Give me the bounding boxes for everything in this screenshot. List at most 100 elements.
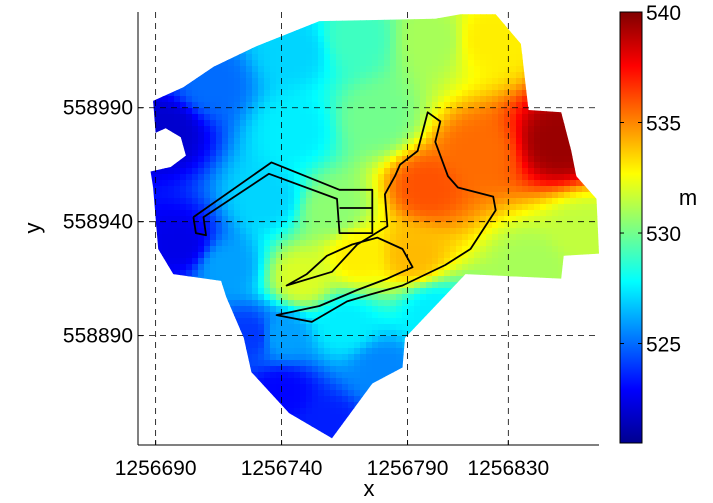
heat-cell [186, 192, 193, 199]
heat-cell [174, 270, 181, 277]
heat-cell [348, 228, 355, 235]
heat-cell [330, 342, 337, 349]
heat-cell [462, 96, 469, 103]
heat-cell [384, 78, 391, 85]
heat-cell [180, 96, 187, 103]
heat-cell [300, 180, 307, 187]
heat-cell [552, 234, 559, 241]
heat-cell [210, 180, 217, 187]
heat-cell [360, 138, 367, 145]
heat-cell [174, 90, 181, 97]
heat-cell [390, 324, 397, 331]
heat-cell [552, 174, 559, 181]
heat-cell [360, 336, 367, 343]
heat-cell [426, 288, 433, 295]
heat-cell [450, 168, 457, 175]
heat-cell [300, 366, 307, 373]
heat-cell [342, 198, 349, 205]
heat-cell [306, 330, 313, 337]
heat-cell [360, 30, 367, 37]
heat-cell [342, 192, 349, 199]
heat-cell [324, 288, 331, 295]
heat-cell [342, 378, 349, 385]
heat-cell [360, 168, 367, 175]
heat-cell [588, 222, 595, 229]
heat-cell [384, 264, 391, 271]
heat-cell [348, 120, 355, 127]
heat-cell [180, 162, 187, 169]
heat-cell [312, 318, 319, 325]
heat-cell [228, 108, 235, 115]
heat-cell [360, 330, 367, 337]
heat-cell [282, 294, 289, 301]
heat-cell [342, 318, 349, 325]
heat-cell [372, 162, 379, 169]
heat-cell [354, 102, 361, 109]
heat-cell [354, 384, 361, 391]
heat-cell [216, 162, 223, 169]
heat-cell [240, 168, 247, 175]
heat-cell [480, 270, 487, 277]
heat-cell [402, 162, 409, 169]
heat-cell [324, 102, 331, 109]
heat-cell [390, 294, 397, 301]
heat-cell [462, 240, 469, 247]
heat-cell [540, 246, 547, 253]
heat-cell [504, 144, 511, 151]
heat-cell [282, 114, 289, 121]
heat-cell [588, 204, 595, 211]
heat-cell [492, 186, 499, 193]
heat-cell [282, 306, 289, 313]
heat-cell [396, 72, 403, 79]
heat-cell [222, 180, 229, 187]
heat-cell [288, 294, 295, 301]
heat-cell [282, 330, 289, 337]
heat-cell [534, 198, 541, 205]
heat-cell [324, 318, 331, 325]
heat-cell [288, 42, 295, 49]
heat-cell [240, 216, 247, 223]
heat-cell [186, 246, 193, 253]
heat-cell [492, 144, 499, 151]
heat-cell [234, 150, 241, 157]
heat-cell [318, 144, 325, 151]
heat-cell [348, 372, 355, 379]
heat-cell [294, 258, 301, 265]
heat-cell [516, 252, 523, 259]
heat-cell [306, 270, 313, 277]
heat-cell [258, 54, 265, 61]
heat-cell [378, 108, 385, 115]
heat-cell [522, 120, 529, 127]
heat-cell [252, 90, 259, 97]
heat-cell [360, 246, 367, 253]
heat-cell [516, 48, 523, 55]
heat-cell [270, 78, 277, 85]
heat-cell [216, 102, 223, 109]
heat-cell [216, 252, 223, 259]
heat-cell [282, 198, 289, 205]
heat-cell [330, 96, 337, 103]
heat-cell [300, 48, 307, 55]
heat-cell [288, 144, 295, 151]
heat-cell [468, 240, 475, 247]
heat-cell [486, 120, 493, 127]
heat-cell [456, 18, 463, 25]
heat-cell [444, 132, 451, 139]
heat-cell [168, 114, 175, 121]
heat-cell [534, 210, 541, 217]
heat-cell [576, 192, 583, 199]
heat-cell [390, 180, 397, 187]
heat-cell [246, 66, 253, 73]
heat-cell [450, 108, 457, 115]
heat-cell [516, 258, 523, 265]
heat-cell [264, 282, 271, 289]
heat-cell [510, 48, 517, 55]
heat-cell [498, 162, 505, 169]
heat-cell [180, 120, 187, 127]
heat-cell [216, 150, 223, 157]
heat-cell [336, 390, 343, 397]
heat-cell [300, 162, 307, 169]
heat-cell [432, 252, 439, 259]
heat-cell [246, 306, 253, 313]
heat-cell [540, 108, 547, 115]
